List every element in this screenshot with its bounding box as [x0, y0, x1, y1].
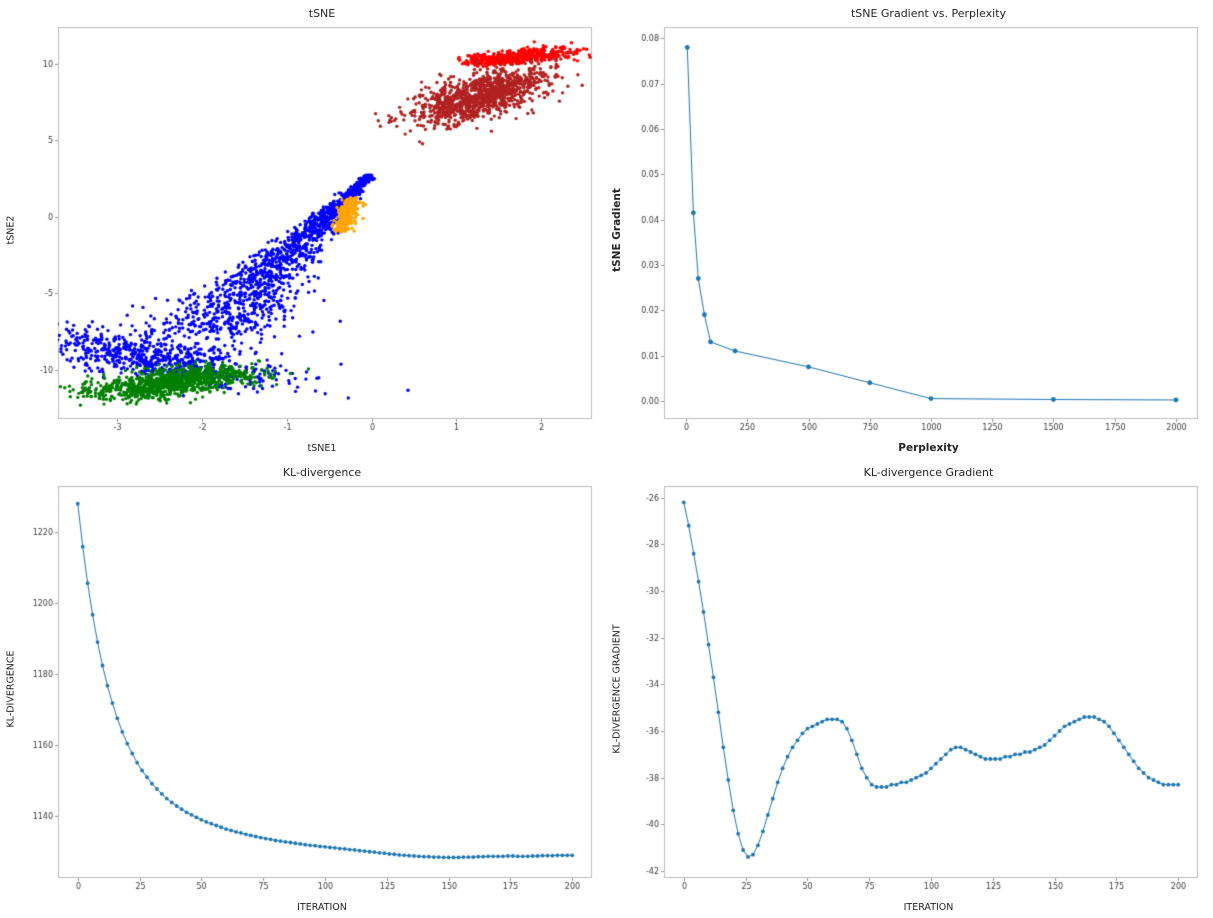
- x-axis-label-iteration-kl: ITERATION: [297, 902, 347, 913]
- gradient-perplexity-canvas: [628, 22, 1208, 436]
- kl-divergence-canvas: [22, 481, 602, 895]
- y-axis-label-kl-divergence: KL-DIVERGENCE: [5, 649, 17, 728]
- chart-title-kl-divergence: KL-divergence: [282, 466, 362, 479]
- x-axis-label-iteration-klg: ITERATION: [903, 902, 954, 913]
- x-axis-label-perplexity: Perplexity: [898, 442, 959, 454]
- x-axis-label-tsne1: tSNE1: [307, 443, 337, 454]
- y-axis-label-tsne2: tSNE2: [5, 215, 17, 244]
- chart-title-tsne: tSNE: [308, 7, 336, 20]
- chart-title-gradient-perplexity: tSNE Gradient vs. Perplexity: [850, 7, 1007, 20]
- panel-kl-divergence: KL-divergence KL-DIVERGENCE ITERATION: [0, 459, 606, 918]
- tsne-scatter-canvas: [22, 22, 602, 436]
- y-axis-label-kl-gradient: KL-DIVERGENCE GRADIENT: [611, 623, 623, 754]
- y-axis-label-tsne-gradient: tSNE Gradient: [611, 187, 623, 272]
- panel-kl-divergence-gradient: KL-divergence Gradient KL-DIVERGENCE GRA…: [606, 459, 1213, 918]
- chart-title-kl-gradient: KL-divergence Gradient: [863, 466, 994, 479]
- panel-tsne-gradient-vs-perplexity: tSNE Gradient vs. Perplexity tSNE Gradie…: [606, 0, 1213, 459]
- panel-tsne-scatter: tSNE tSNE2 tSNE1: [0, 0, 606, 459]
- kl-gradient-canvas: [628, 481, 1208, 895]
